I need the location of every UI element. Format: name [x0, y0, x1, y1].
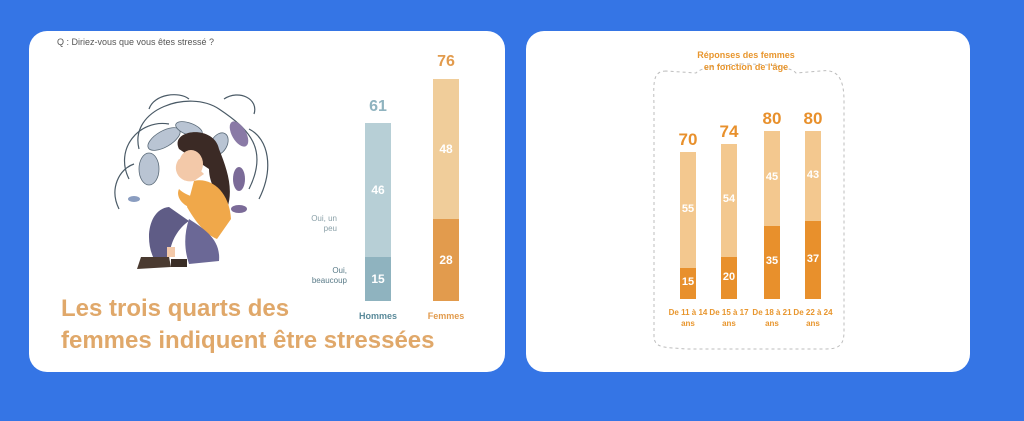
age-label-beaucoup: 37: [806, 253, 820, 266]
headline: Les trois quarts des femmes indiquent êt…: [61, 293, 481, 357]
legend-oui-beaucoup: Oui, beaucoup: [311, 266, 347, 285]
age-total: 80: [762, 109, 782, 128]
age-category-label: De 15 à 17 ans: [709, 308, 749, 328]
headline-line-1: Les trois quarts des: [61, 295, 290, 322]
age-label-beaucoup: 15: [681, 276, 695, 289]
label-hommes-beaucoup: 15: [371, 272, 385, 287]
age-bar-beaucoup: [805, 221, 821, 299]
age-bar-beaucoup: [721, 257, 737, 299]
bar-hommes-peu: [365, 122, 391, 258]
bar-femmes-peu: [433, 79, 459, 220]
age-total: 74: [719, 121, 739, 141]
dashed-frame: [653, 63, 845, 350]
age-total: 80: [803, 109, 823, 128]
age-bar-peu: [764, 131, 780, 226]
legend-oui-un-peu: Oui, un peu: [311, 214, 337, 233]
label-femmes-beaucoup: 28: [439, 253, 453, 268]
total-femmes: 76: [437, 53, 455, 70]
stressed-woman-illustration: [114, 94, 269, 269]
age-bar-beaucoup: [764, 225, 780, 299]
age-chart-title: Réponses des femmes en fonction de l'âge: [646, 49, 846, 73]
age-category-label: De 11 à 14 ans: [668, 308, 708, 328]
age-category-label: De 22 à 24 ans: [793, 308, 833, 328]
right-card: Réponses des femmes en fonction de l'âge…: [526, 31, 970, 372]
age-label-beaucoup: 20: [722, 271, 736, 283]
label-femmes-peu: 48: [439, 142, 453, 157]
cat-femmes: Femmes: [427, 311, 465, 321]
age-bar-peu: [721, 143, 737, 257]
age-label-peu: 43: [806, 169, 820, 182]
age-label-peu: 55: [681, 202, 695, 215]
headline-line-2: femmes indiquent être stressées: [61, 327, 435, 354]
age-label-peu: 54: [722, 193, 736, 206]
age-title-line-2: en fonction de l'âge: [703, 62, 789, 72]
left-card: Q : Diriez-vous que vous êtes stressé ?: [29, 31, 505, 372]
age-title-line-1: Réponses des femmes: [697, 50, 795, 60]
age-bar-peu: [805, 131, 821, 222]
total-hommes: 61: [369, 98, 387, 115]
bar-femmes-beaucoup: [433, 219, 459, 301]
age-label-peu: 45: [765, 171, 779, 184]
question-text: Q : Diriez-vous que vous êtes stressé ?: [57, 37, 215, 47]
age-total: 70: [678, 130, 698, 149]
age-label-beaucoup: 35: [765, 255, 779, 268]
label-hommes-peu: 46: [371, 183, 385, 198]
age-bar-beaucoup: [680, 267, 696, 299]
age-bar-peu: [680, 152, 696, 268]
cat-hommes: Hommes: [358, 311, 397, 321]
bar-hommes-beaucoup: [365, 257, 391, 301]
age-category-label: De 18 à 21 ans: [752, 308, 792, 328]
